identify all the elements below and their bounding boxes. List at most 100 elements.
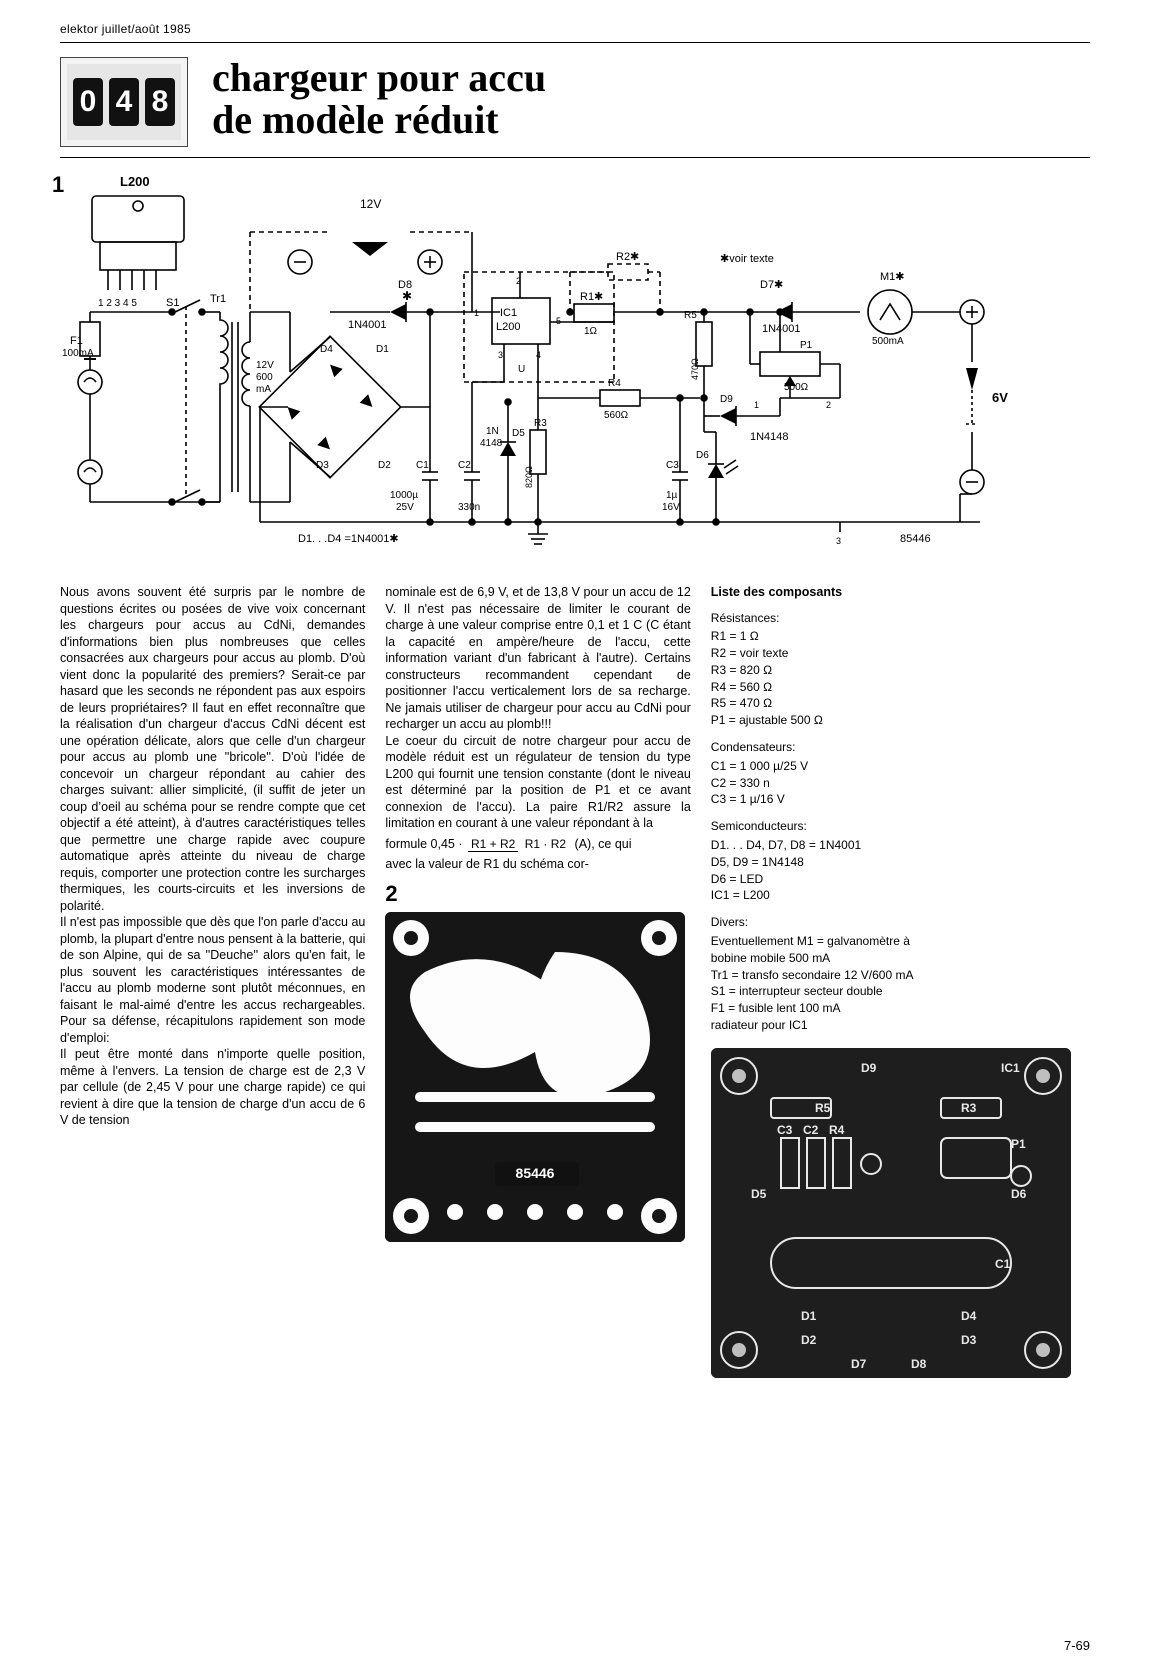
svg-text:1N: 1N <box>486 426 499 437</box>
svg-text:F1: F1 <box>70 335 83 347</box>
column-2: nominale est de 6,9 V, et de 13,8 V pour… <box>385 584 690 1378</box>
title-row: 0 4 8 chargeur pour accu de modèle rédui… <box>60 57 1090 147</box>
svg-text:85446: 85446 <box>516 1165 555 1181</box>
svg-text:D2: D2 <box>378 460 391 471</box>
svg-text:P1: P1 <box>1011 1137 1026 1151</box>
svg-text:470Ω: 470Ω <box>690 358 700 380</box>
article-number-thumb: 0 4 8 <box>60 57 188 147</box>
comp-line: D1. . . D4, D7, D8 = 1N4001 <box>711 837 1090 854</box>
col2-text-b: avec la valeur de R1 du schéma cor- <box>385 856 690 873</box>
svg-text:16V: 16V <box>662 502 680 513</box>
svg-text:2: 2 <box>826 400 831 410</box>
svg-text:R1✱: R1✱ <box>580 291 603 303</box>
group-title: Résistances: <box>711 610 1090 627</box>
figure-2-number: 2 <box>385 879 690 908</box>
group-semiconducteurs: Semiconducteurs: D1. . . D4, D7, D8 = 1N… <box>711 818 1090 904</box>
title-block: chargeur pour accu de modèle réduit <box>212 57 1090 141</box>
comp-line: C3 = 1 µ/16 V <box>711 791 1090 808</box>
svg-text:R3: R3 <box>534 418 547 429</box>
svg-text:M1✱: M1✱ <box>880 271 905 283</box>
pcb-component-image: D9 IC1 R5 R3 C3 C2 R4 P1 D6 D5 C1 D1 D4 … <box>711 1048 1071 1378</box>
svg-text:330n: 330n <box>458 502 480 513</box>
svg-text:R5: R5 <box>815 1101 831 1115</box>
svg-text:1µ: 1µ <box>666 490 678 501</box>
comp-line: bobine mobile 500 mA <box>711 950 1090 967</box>
svg-text:D3: D3 <box>961 1333 977 1347</box>
body-columns: Nous avons souvent été surpris par le no… <box>60 584 1090 1378</box>
comp-line: R2 = voir texte <box>711 645 1090 662</box>
thumb-digit: 4 <box>109 78 139 126</box>
svg-text:3: 3 <box>498 350 503 360</box>
svg-text:6V: 6V <box>992 390 1008 405</box>
thumb-digit: 0 <box>73 78 103 126</box>
svg-text:D2: D2 <box>801 1333 817 1347</box>
svg-text:1000µ: 1000µ <box>390 490 418 501</box>
frac-bottom: R1 · R2 <box>522 837 569 851</box>
svg-text:1N4001: 1N4001 <box>762 323 801 335</box>
svg-text:D9: D9 <box>720 394 733 405</box>
svg-text:C2: C2 <box>458 460 471 471</box>
svg-text:✱: ✱ <box>402 289 412 303</box>
svg-text:IC1: IC1 <box>1001 1061 1020 1075</box>
svg-text:1N4148: 1N4148 <box>750 431 789 443</box>
comp-line: R4 = 560 Ω <box>711 679 1090 696</box>
svg-text:1 2 3 4 5: 1 2 3 4 5 <box>98 298 137 309</box>
comp-line: IC1 = L200 <box>711 887 1090 904</box>
svg-text:D7✱: D7✱ <box>760 279 783 291</box>
comp-line: Tr1 = transfo secondaire 12 V/600 mA <box>711 967 1090 984</box>
svg-text:1: 1 <box>474 308 479 318</box>
col2-formula: formule 0,45 · R1 + R2 R1 · R2 (A), ce q… <box>385 836 690 853</box>
svg-text:L200: L200 <box>120 174 150 189</box>
group-title: Semiconducteurs: <box>711 818 1090 835</box>
column-3: Liste des composants Résistances: R1 = 1… <box>711 584 1090 1378</box>
svg-text:C2: C2 <box>803 1123 819 1137</box>
svg-text:D1: D1 <box>376 344 389 355</box>
formula-fraction: R1 + R2 R1 · R2 <box>468 838 569 851</box>
svg-text:12V: 12V <box>256 360 274 371</box>
svg-text:U: U <box>518 364 525 375</box>
svg-text:D6: D6 <box>696 450 709 461</box>
svg-text:P1: P1 <box>800 340 813 351</box>
svg-text:D7: D7 <box>851 1357 867 1371</box>
figure-1: 1 L200 1 2 3 4 5 F1 100mA S1 <box>60 172 1090 572</box>
frac-top: R1 + R2 <box>468 837 518 852</box>
svg-text:mA: mA <box>256 384 271 395</box>
schematic-diagram: L200 1 2 3 4 5 F1 100mA S1 <box>60 172 1090 567</box>
svg-text:C1: C1 <box>416 460 429 471</box>
title-line-1: chargeur pour accu <box>212 55 546 100</box>
svg-text:✱voir texte: ✱voir texte <box>720 253 774 265</box>
svg-text:3: 3 <box>836 536 841 546</box>
svg-text:600: 600 <box>256 372 273 383</box>
svg-text:25V: 25V <box>396 502 414 513</box>
svg-text:85446: 85446 <box>900 533 931 545</box>
comp-line: S1 = interrupteur secteur double <box>711 983 1090 1000</box>
thumb-digit: 8 <box>145 78 175 126</box>
svg-text:1Ω: 1Ω <box>584 326 598 337</box>
comp-line: R3 = 820 Ω <box>711 662 1090 679</box>
group-title: Divers: <box>711 914 1090 931</box>
comp-line: C1 = 1 000 µ/25 V <box>711 758 1090 775</box>
col2-text-a: nominale est de 6,9 V, et de 13,8 V pour… <box>385 584 690 832</box>
figure-1-number: 1 <box>52 172 64 198</box>
svg-text:S1: S1 <box>166 297 179 309</box>
group-title: Condensateurs: <box>711 739 1090 756</box>
column-1: Nous avons souvent été surpris par le no… <box>60 584 365 1378</box>
svg-text:C1: C1 <box>995 1257 1011 1271</box>
svg-text:4148: 4148 <box>480 438 503 449</box>
svg-text:1N4001: 1N4001 <box>348 319 387 331</box>
svg-text:500mA: 500mA <box>872 336 904 347</box>
svg-text:R4: R4 <box>829 1123 845 1137</box>
page-number: 7-69 <box>1064 1638 1090 1653</box>
comp-line: radiateur pour IC1 <box>711 1017 1090 1034</box>
comp-line: C2 = 330 n <box>711 775 1090 792</box>
svg-text:IC1: IC1 <box>500 307 517 319</box>
article-title: chargeur pour accu de modèle réduit <box>212 57 1090 141</box>
comp-line: Eventuellement M1 = galvanomètre à <box>711 933 1090 950</box>
top-rule <box>60 42 1090 43</box>
svg-text:C3: C3 <box>777 1123 793 1137</box>
svg-text:D9: D9 <box>861 1061 877 1075</box>
svg-text:D6: D6 <box>1011 1187 1027 1201</box>
svg-text:R3: R3 <box>961 1101 977 1115</box>
group-condensateurs: Condensateurs: C1 = 1 000 µ/25 V C2 = 33… <box>711 739 1090 808</box>
col1-text: Nous avons souvent été surpris par le no… <box>60 584 365 1129</box>
